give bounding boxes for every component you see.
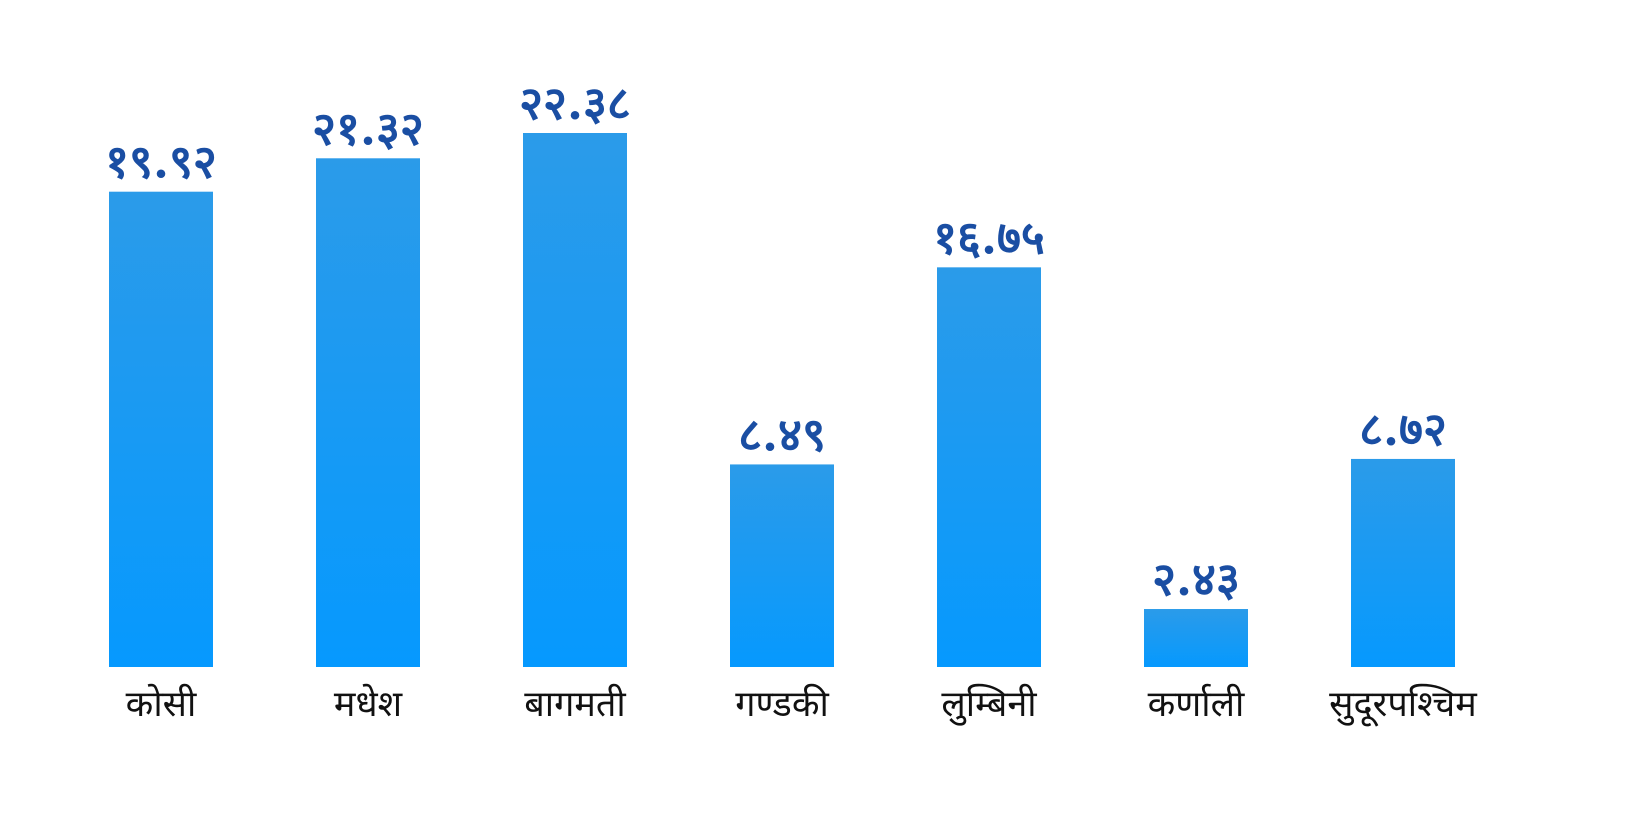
bar [316, 158, 420, 667]
x-tick-label: बागमती [524, 683, 626, 725]
bar [1144, 609, 1248, 667]
bar-value-label: ८.७२ [1359, 402, 1447, 456]
bar [523, 133, 627, 667]
bar-value-label: २.४३ [1152, 552, 1240, 606]
bar [1351, 458, 1455, 667]
bar-value-label: २१.३२ [312, 101, 424, 155]
bar-value-label: २२.३८ [519, 76, 631, 130]
value-labels-group: १९.९२ २१.३२ २२.३८ ८.४९ १६.७५ २.४३ ८.७२ [105, 76, 1447, 606]
x-tick-label: मधेश [334, 683, 403, 725]
x-tick-label: लुम्बिनी [941, 683, 1037, 726]
bar-value-label: ८.४९ [738, 407, 826, 461]
x-tick-label: कर्णाली [1148, 683, 1245, 725]
bar [730, 464, 834, 667]
bar-value-label: १९.९२ [105, 135, 217, 189]
x-tick-label: गण्डकी [735, 683, 829, 725]
category-labels-group: कोसी मधेश बागमती गण्डकी लुम्बिनी कर्णाली सुदूर… [126, 683, 1479, 727]
bar-value-label: १६.७५ [933, 210, 1045, 264]
bar [937, 267, 1041, 667]
x-tick-label: सुदूरपश्चिम [1329, 683, 1478, 727]
bars-group [109, 133, 1455, 667]
x-tick-label: कोसी [126, 683, 197, 725]
bar [109, 191, 213, 667]
